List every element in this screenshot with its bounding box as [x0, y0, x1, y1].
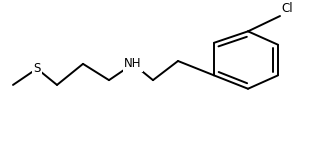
Text: S: S — [33, 62, 41, 75]
Text: NH: NH — [124, 57, 142, 70]
Text: Cl: Cl — [282, 2, 293, 15]
